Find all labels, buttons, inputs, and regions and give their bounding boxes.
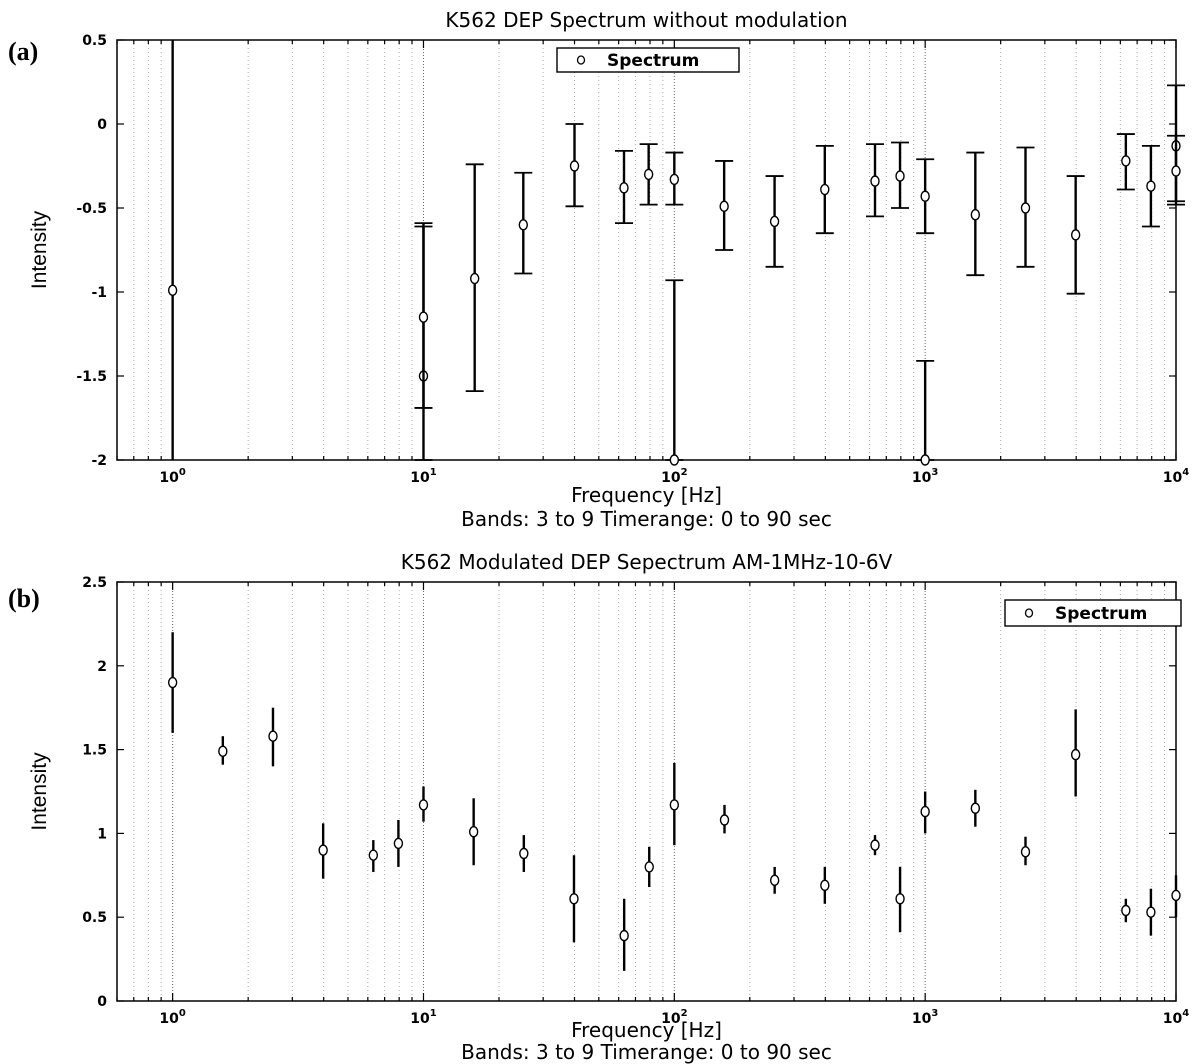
panel-label: (a) bbox=[8, 37, 38, 66]
gridlines bbox=[116, 582, 1177, 1001]
y-tick-label: 0 bbox=[97, 117, 107, 133]
gridlines bbox=[116, 40, 1177, 460]
data-point bbox=[469, 272, 480, 285]
data-point bbox=[268, 730, 278, 742]
y-tick-label: 0 bbox=[97, 994, 107, 1010]
data-point bbox=[167, 676, 178, 689]
data-point bbox=[1020, 202, 1031, 214]
data-point bbox=[1171, 889, 1181, 902]
data-point bbox=[468, 826, 479, 838]
y-tick-label: -1.5 bbox=[76, 369, 107, 385]
data-point bbox=[870, 175, 880, 187]
data-point bbox=[1121, 904, 1131, 917]
data-point bbox=[1171, 165, 1181, 177]
x-tick-label: 100 bbox=[159, 467, 185, 486]
data-point bbox=[820, 183, 830, 196]
data-point bbox=[669, 799, 680, 811]
panel-a: -2 -1.5 -1 -0.5 0 0.5 100 101 102 103 104 K562 DEP … bbox=[8, 8, 1189, 531]
x-axis-label: Frequency [Hz] bbox=[571, 483, 722, 507]
y-tick-label: -2 bbox=[91, 453, 107, 469]
data-point bbox=[719, 200, 729, 213]
x-axis-sublabel: Bands: 3 to 9 Timerange: 0 to 90 sec bbox=[461, 1040, 832, 1064]
data-point bbox=[1146, 906, 1156, 918]
data-point bbox=[1070, 229, 1081, 241]
data-point bbox=[820, 879, 830, 892]
y-tick-label: 0.5 bbox=[82, 33, 107, 49]
data-point bbox=[920, 805, 930, 818]
y-tick-label: -0.5 bbox=[76, 201, 107, 217]
data-point bbox=[1070, 748, 1081, 761]
axes-frame bbox=[116, 581, 1177, 1002]
data-point bbox=[619, 182, 629, 194]
data-point bbox=[769, 874, 780, 887]
chart-title: K562 Modulated DEP Sepectrum AM-1MHz-10-… bbox=[401, 550, 893, 574]
data-point bbox=[519, 847, 529, 860]
data-point bbox=[518, 219, 529, 231]
data-point bbox=[1146, 180, 1156, 192]
data-point bbox=[643, 168, 654, 181]
data-point bbox=[870, 839, 880, 851]
axes-frame bbox=[116, 39, 1177, 461]
data-point bbox=[920, 190, 930, 202]
data-point bbox=[368, 849, 379, 861]
x-tick-label: 103 bbox=[912, 1008, 938, 1027]
data-point bbox=[644, 861, 654, 873]
x-tick-label: 103 bbox=[912, 467, 938, 486]
data-point bbox=[569, 160, 580, 172]
y-tick-label: 2.5 bbox=[82, 575, 107, 591]
panel-label: (b) bbox=[8, 584, 40, 613]
x-tick-label: 104 bbox=[1163, 467, 1189, 486]
y-tick-label: 0.5 bbox=[82, 910, 107, 926]
legend-box bbox=[1004, 599, 1182, 627]
y-axis-label: Intensity bbox=[28, 210, 51, 289]
legend-box bbox=[556, 47, 740, 73]
data-point bbox=[970, 802, 981, 814]
x-tick-label: 104 bbox=[1163, 1008, 1189, 1027]
legend-marker bbox=[1024, 608, 1034, 618]
data-point bbox=[769, 215, 780, 228]
legend-label: Spectrum bbox=[607, 51, 699, 71]
data-point bbox=[1121, 155, 1131, 167]
data-point bbox=[393, 837, 404, 850]
legend-marker bbox=[576, 55, 586, 65]
x-tick-label: 101 bbox=[410, 467, 436, 486]
legend-label: Spectrum bbox=[1055, 604, 1147, 624]
data-point bbox=[1020, 846, 1031, 858]
data-point bbox=[569, 893, 579, 905]
x-axis-sublabel: Bands: 3 to 9 Timerange: 0 to 90 sec bbox=[461, 507, 832, 531]
data-point bbox=[167, 284, 178, 297]
data-point bbox=[920, 454, 930, 466]
chart-title: K562 DEP Spectrum without modulation bbox=[445, 8, 847, 32]
data-point bbox=[418, 799, 429, 811]
data-point bbox=[318, 844, 328, 856]
data-point bbox=[619, 929, 629, 942]
data-point bbox=[895, 170, 905, 182]
y-axis-label: Intensity bbox=[28, 752, 51, 831]
data-point bbox=[970, 209, 981, 221]
y-tick-label: 1.5 bbox=[82, 743, 107, 759]
data-point bbox=[669, 454, 680, 466]
data-point bbox=[895, 893, 905, 905]
y-tick-label: 1 bbox=[97, 826, 107, 842]
data-point bbox=[418, 311, 429, 323]
x-tick-label: 102 bbox=[661, 467, 687, 486]
y-tick-label: -1 bbox=[91, 285, 107, 301]
x-tick-label: 102 bbox=[661, 1008, 687, 1027]
y-tick-label: 2 bbox=[97, 659, 107, 675]
data-point bbox=[218, 745, 228, 757]
panel-b: 0 0.5 1 1.5 2 2.5 100 101 102 103 104 K562 Modulate… bbox=[8, 550, 1189, 1064]
x-tick-label: 100 bbox=[159, 1008, 185, 1027]
data-point bbox=[719, 814, 730, 826]
x-axis-label: Frequency [Hz] bbox=[571, 1018, 722, 1042]
data-point bbox=[669, 173, 680, 186]
x-tick-label: 101 bbox=[410, 1008, 436, 1027]
